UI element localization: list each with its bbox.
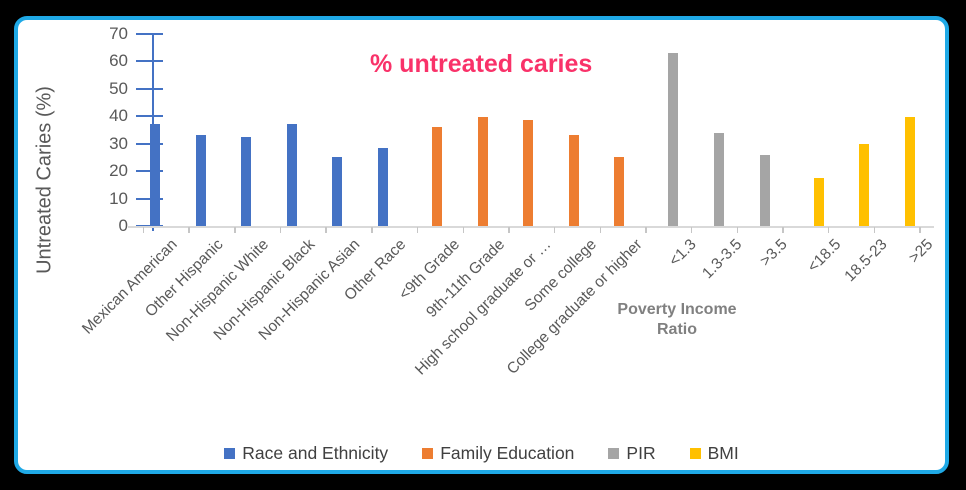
x-axis-line [128, 225, 934, 228]
legend-label-family-education: Family Education [440, 443, 575, 463]
legend-swatch-family-education [422, 448, 434, 459]
y-tick-20 [136, 170, 163, 172]
x-tick-mark [234, 227, 236, 233]
x-tick-mark [371, 227, 373, 233]
y-tick-label-10: 10 [109, 188, 128, 208]
poverty-income-ratio-annotation: Poverty Income Ratio [617, 300, 736, 340]
legend-item-race-and-ethnicity: Race and Ethnicity [224, 443, 388, 464]
x-tick-mark [599, 227, 601, 233]
x-tick-mark [462, 227, 464, 233]
y-tick-40 [136, 115, 163, 117]
legend-swatch-race-and-ethnicity [224, 448, 236, 459]
bar-high-school-graduate-or [523, 120, 534, 226]
x-label-3-5: >3.5 [756, 236, 791, 270]
x-label-1-3-3-5: 1.3-3.5 [698, 236, 746, 283]
y-tick-label-70: 70 [109, 23, 128, 43]
y-tick-label-40: 40 [109, 106, 128, 125]
legend-item-pir: PIR [608, 443, 656, 464]
annotation-line-2: Ratio [657, 321, 697, 338]
bar-9th-grade [432, 127, 442, 226]
legend-item-family-education: Family Education [422, 443, 574, 464]
bar-non-hispanic-asian [332, 157, 343, 227]
x-tick-mark [873, 227, 876, 233]
x-label-18-5-23: 18.5-23 [841, 236, 891, 286]
chart-title: % untreated caries [370, 50, 593, 78]
x-tick-mark [782, 227, 784, 233]
y-tick-60 [136, 60, 163, 62]
legend-label-pir: PIR [626, 443, 656, 463]
y-tick-label-60: 60 [109, 51, 128, 70]
y-tick-label-30: 30 [109, 133, 128, 153]
legend-swatch-pir [608, 448, 620, 459]
chart-panel: % untreated caries Untreated Caries (%) … [14, 16, 949, 474]
x-tick-mark [827, 227, 830, 233]
bar-other-hispanic [195, 135, 206, 227]
x-label-18-5: <18.5 [804, 236, 845, 276]
bar-other-race [378, 147, 388, 226]
y-tick-70 [136, 32, 163, 35]
x-tick-mark [736, 227, 738, 233]
x-tick-mark [690, 227, 693, 233]
x-tick-mark [553, 227, 556, 233]
bar-3-5 [759, 154, 770, 226]
y-tick-10 [136, 197, 163, 200]
bar-18-5-23 [859, 143, 870, 226]
y-axis-title: Untreated Caries (%) [33, 86, 56, 274]
y-tick-label-0: 0 [118, 216, 128, 235]
bar-1-3 [668, 52, 679, 227]
bar-9th-11th-grade [477, 117, 488, 226]
bar-non-hispanic-black [286, 124, 297, 227]
x-tick-mark [508, 227, 510, 233]
x-tick-mark [142, 227, 145, 233]
y-tick-label-50: 50 [109, 78, 128, 98]
bar-1-3-3-5 [714, 132, 724, 226]
x-tick-mark [188, 227, 190, 233]
bar-some-college [568, 135, 579, 227]
legend-label-race-and-ethnicity: Race and Ethnicity [242, 443, 389, 463]
y-tick-30 [136, 142, 163, 145]
x-label-1-3: <1.3 [665, 236, 700, 270]
bar-25 [904, 117, 915, 226]
y-tick-50 [136, 87, 163, 90]
annotation-line-1: Poverty Income [617, 301, 737, 318]
y-tick-label-20: 20 [109, 161, 128, 180]
legend-swatch-bmi [689, 448, 701, 459]
bar-mexican-american [150, 124, 160, 227]
legend-item-bmi: BMI [689, 443, 739, 464]
x-tick-mark [645, 227, 647, 233]
x-label-25: >25 [905, 236, 936, 267]
legend: Race and Ethnicity Family Education PIR BMI [58, 443, 905, 464]
x-tick-mark [919, 227, 921, 233]
x-tick-mark [416, 227, 419, 233]
legend-label-bmi: BMI [707, 443, 739, 463]
bar-non-hispanic-white [241, 136, 252, 226]
x-tick-mark [279, 227, 282, 233]
bar-18-5 [813, 177, 824, 226]
bar-chart: % untreated caries Untreated Caries (%) … [18, 20, 945, 470]
x-tick-mark [325, 227, 327, 233]
bar-college-graduate-or-higher [614, 157, 625, 227]
